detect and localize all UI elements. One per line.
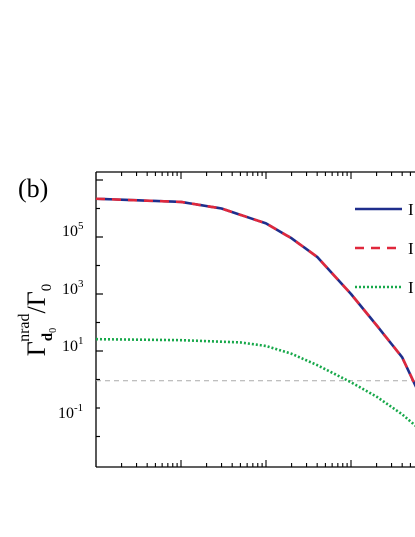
y-tick-labels: 10-1 101 103 105: [58, 220, 84, 422]
ylabel-gamma: Γ: [22, 341, 51, 356]
y-tick-label-0: 10-1: [58, 402, 83, 422]
series-layer: [95, 197, 415, 428]
ylabel-sub-d: d: [40, 332, 56, 341]
svg-text:Γd0nrad/Γ0: Γd0nrad/Γ0: [16, 284, 59, 357]
legend-label-1: I: [408, 239, 414, 258]
ylabel-denom-sub: 0: [39, 284, 55, 292]
ylabel-slash: /: [22, 305, 51, 313]
series-line-2: [95, 337, 415, 428]
legend-label-2: I: [408, 278, 414, 297]
ylabel-sup: nrad: [16, 313, 33, 341]
y-tick-label-1: 101: [62, 335, 84, 355]
panel-label: (b): [18, 174, 48, 203]
y-tick-label-3: 105: [62, 220, 84, 240]
y-tick-label-2: 103: [62, 278, 84, 298]
series-line-0: [95, 197, 415, 388]
legend-label-0: I: [408, 200, 414, 219]
series-line-1: [95, 197, 415, 388]
ylabel-sub-0: 0: [48, 328, 59, 333]
axes: [95, 171, 415, 468]
y-axis-label: Γd0nrad/Γ0: [16, 284, 59, 357]
ylabel-denom: Γ: [22, 291, 51, 306]
legend: I I I: [355, 200, 414, 297]
